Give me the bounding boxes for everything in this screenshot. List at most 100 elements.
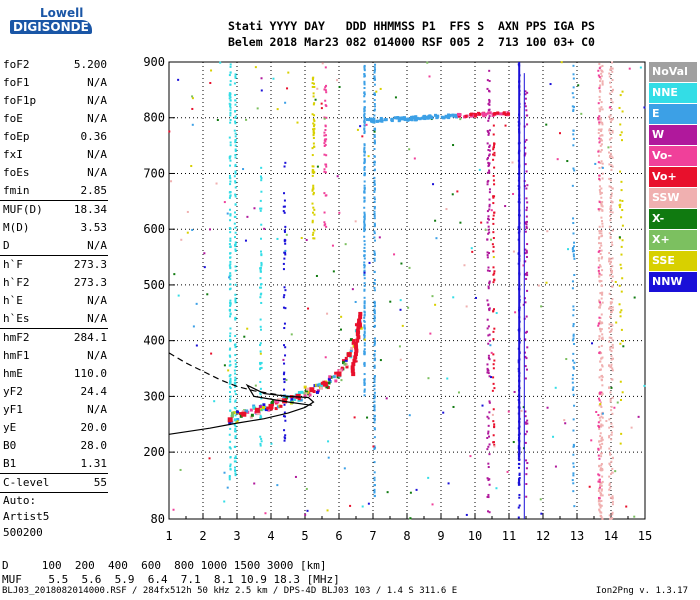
echo-dot	[525, 227, 528, 230]
echo-dot	[601, 162, 604, 165]
echo-dot	[609, 196, 612, 199]
echo-dot	[600, 439, 603, 442]
echo-dot	[373, 230, 376, 233]
echo-dot	[324, 356, 327, 359]
echo-dot	[352, 358, 357, 363]
x-tick-label: 14	[604, 529, 618, 543]
param-row: foEp 0.36	[0, 128, 112, 146]
echo-dot	[260, 437, 263, 440]
echo-dot	[601, 209, 604, 212]
echo-dot	[323, 117, 326, 120]
echo-dot	[363, 213, 366, 216]
echo-dot	[492, 222, 495, 225]
echo-dot	[486, 254, 489, 257]
echo-dot	[610, 358, 613, 361]
echo-dot	[599, 161, 602, 164]
echo-dot	[282, 415, 285, 418]
echo-dot	[493, 151, 496, 154]
echo-dot	[283, 205, 286, 208]
echo-dot	[229, 340, 232, 343]
echo-dot	[373, 188, 376, 191]
param-row: hmF1 N/A	[0, 347, 112, 365]
echo-dot	[363, 331, 366, 334]
param-value: 0.36	[80, 130, 108, 143]
echo-dot	[522, 303, 525, 306]
echo-dot	[618, 106, 621, 109]
echo-dot	[373, 99, 376, 102]
echo-dot	[573, 169, 576, 172]
echo-dot	[600, 499, 603, 502]
echo-dot	[608, 462, 611, 465]
echo-dot	[373, 409, 376, 412]
legend-item: NNW	[649, 272, 697, 292]
echo-dot	[608, 260, 611, 263]
echo-dot	[373, 232, 376, 235]
echo-dot	[234, 148, 237, 151]
echo-dot	[312, 137, 315, 140]
legend-item: Vo-	[649, 146, 697, 166]
echo-dot	[349, 338, 353, 342]
echo-dot	[572, 217, 575, 220]
echo-dot	[607, 146, 610, 149]
echo-dot	[435, 237, 438, 240]
echo-dot	[323, 211, 326, 214]
echo-dot	[253, 482, 256, 485]
echo-dot	[383, 118, 387, 122]
echo-dot	[518, 496, 521, 499]
echo-dot	[373, 400, 376, 403]
echo-dot	[601, 356, 604, 359]
echo-dot	[234, 186, 237, 189]
echo-dot	[234, 435, 237, 438]
echo-dot	[488, 149, 491, 152]
echo-dot	[610, 431, 613, 434]
echo-dot	[525, 483, 528, 486]
echo-dot	[206, 293, 209, 296]
echo-dot	[260, 440, 263, 443]
echo-dot	[525, 422, 528, 425]
echo-dot	[473, 114, 477, 118]
echo-dot	[234, 300, 237, 303]
echo-dot	[241, 411, 247, 417]
echo-dot	[610, 433, 613, 436]
echo-dot	[228, 354, 231, 357]
echo-dot	[363, 394, 366, 397]
echo-dot	[372, 445, 375, 448]
echo-dot	[599, 468, 602, 471]
echo-dot	[601, 70, 604, 73]
echo-dot	[599, 84, 602, 87]
echo-dot	[614, 470, 617, 473]
echo-dot	[434, 113, 438, 117]
param-row: C-level 55	[0, 474, 112, 492]
echo-dot	[373, 309, 376, 312]
echo-dot	[600, 321, 603, 324]
echo-dot	[599, 403, 602, 406]
param-name: yF2	[3, 385, 23, 398]
echo-dot	[363, 235, 366, 238]
echo-dot	[487, 133, 490, 136]
echo-dot	[598, 404, 601, 407]
echo-dot	[600, 391, 603, 394]
echo-dot	[350, 368, 355, 373]
echo-dot	[284, 161, 287, 164]
echo-dot	[363, 91, 366, 94]
echo-dot	[334, 371, 338, 375]
echo-dot	[363, 64, 366, 67]
echo-dot	[373, 155, 376, 158]
echo-dot	[610, 204, 613, 207]
echo-dot	[229, 65, 232, 68]
echo-dot	[229, 303, 232, 306]
echo-dot	[486, 327, 489, 330]
echo-dot	[552, 435, 555, 438]
echo-dot	[312, 122, 315, 125]
echo-dot	[618, 284, 621, 287]
echo-dot	[373, 404, 376, 407]
echo-dot	[458, 113, 462, 117]
echo-dot	[609, 452, 612, 455]
echo-dot	[621, 224, 624, 227]
echo-dot	[363, 211, 366, 214]
echo-dot	[191, 107, 194, 110]
echo-dot	[353, 416, 356, 419]
echo-dot	[363, 301, 366, 304]
echo-dot	[228, 74, 231, 77]
echo-dot	[373, 176, 376, 179]
